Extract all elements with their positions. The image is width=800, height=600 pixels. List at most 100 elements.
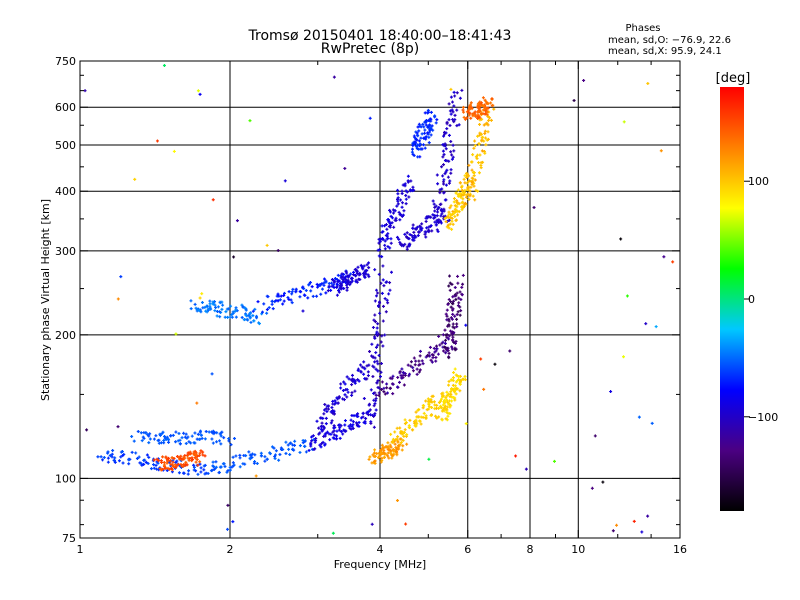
data-point xyxy=(404,202,408,206)
data-point xyxy=(373,391,377,395)
data-point xyxy=(454,297,458,301)
data-point xyxy=(306,296,310,300)
data-point xyxy=(452,299,456,303)
data-point xyxy=(391,437,395,441)
data-point xyxy=(448,412,452,416)
data-point xyxy=(298,450,302,454)
data-point xyxy=(171,465,175,469)
data-point xyxy=(367,266,371,270)
data-point xyxy=(644,322,648,326)
data-point xyxy=(400,201,404,205)
data-point xyxy=(415,225,419,229)
data-point xyxy=(432,216,436,220)
data-point xyxy=(320,424,324,428)
data-point xyxy=(349,418,353,422)
data-point xyxy=(412,356,416,360)
data-point xyxy=(284,452,288,456)
data-point xyxy=(450,216,454,220)
data-point xyxy=(385,386,389,390)
data-point xyxy=(148,432,152,436)
data-point xyxy=(291,287,295,291)
data-point xyxy=(448,288,452,292)
data-point xyxy=(356,414,360,418)
data-point xyxy=(248,456,252,460)
data-point xyxy=(391,440,395,444)
data-point xyxy=(385,382,389,386)
data-point xyxy=(467,179,471,183)
data-point xyxy=(349,272,353,276)
data-point xyxy=(121,461,125,465)
data-point xyxy=(401,375,405,379)
data-point xyxy=(364,417,368,421)
data-point xyxy=(444,417,448,421)
data-point xyxy=(439,397,443,401)
data-point xyxy=(447,284,451,288)
data-point xyxy=(425,408,429,412)
data-point xyxy=(372,425,376,429)
data-point xyxy=(650,421,654,425)
data-point xyxy=(349,378,353,382)
data-point xyxy=(377,241,381,245)
data-point xyxy=(396,188,400,192)
data-point xyxy=(315,282,319,286)
data-point xyxy=(455,325,459,329)
phase-stats: Phases mean, sd,O: −76.9, 22.6 mean, sd,… xyxy=(608,23,731,57)
data-point xyxy=(321,428,325,432)
data-point xyxy=(439,221,443,225)
data-point xyxy=(446,414,450,418)
data-point xyxy=(377,254,381,258)
data-point xyxy=(298,444,302,448)
data-point xyxy=(456,194,460,198)
data-point xyxy=(424,235,428,239)
data-point xyxy=(311,294,315,298)
data-point xyxy=(450,227,454,231)
data-point xyxy=(194,460,198,464)
data-point xyxy=(248,311,252,315)
data-point xyxy=(246,318,250,322)
data-point xyxy=(200,436,204,440)
data-point xyxy=(127,462,131,466)
data-point xyxy=(301,309,305,313)
data-point xyxy=(453,207,457,211)
data-point xyxy=(365,269,369,273)
data-point xyxy=(231,520,235,524)
data-point xyxy=(343,429,347,433)
data-point xyxy=(265,457,269,461)
data-point xyxy=(477,161,481,165)
data-point xyxy=(470,107,474,111)
data-point xyxy=(396,375,400,379)
data-point xyxy=(155,139,159,143)
data-point xyxy=(156,459,160,463)
data-point xyxy=(324,422,328,426)
data-point xyxy=(411,223,415,227)
data-point xyxy=(193,431,197,435)
data-point xyxy=(228,468,232,472)
data-point xyxy=(342,428,346,432)
data-point xyxy=(391,374,395,378)
data-point xyxy=(160,431,164,435)
data-point xyxy=(113,456,117,460)
data-point xyxy=(168,459,172,463)
data-point xyxy=(444,333,448,337)
data-point xyxy=(472,174,476,178)
data-point xyxy=(416,155,420,159)
data-point xyxy=(339,386,343,390)
y-tick-label: 750 xyxy=(55,55,76,68)
data-point xyxy=(198,92,202,96)
data-point xyxy=(400,191,404,195)
data-point xyxy=(382,456,386,460)
data-point xyxy=(378,248,382,252)
data-point xyxy=(441,174,445,178)
data-point xyxy=(389,241,393,245)
data-point xyxy=(217,471,221,475)
data-point xyxy=(447,356,451,360)
data-point xyxy=(432,202,436,206)
data-point xyxy=(390,216,394,220)
data-point xyxy=(449,300,453,304)
data-point xyxy=(189,441,193,445)
data-point xyxy=(393,430,397,434)
data-point xyxy=(440,409,444,413)
data-point xyxy=(460,188,464,192)
data-point xyxy=(414,418,418,422)
data-point xyxy=(324,291,328,295)
